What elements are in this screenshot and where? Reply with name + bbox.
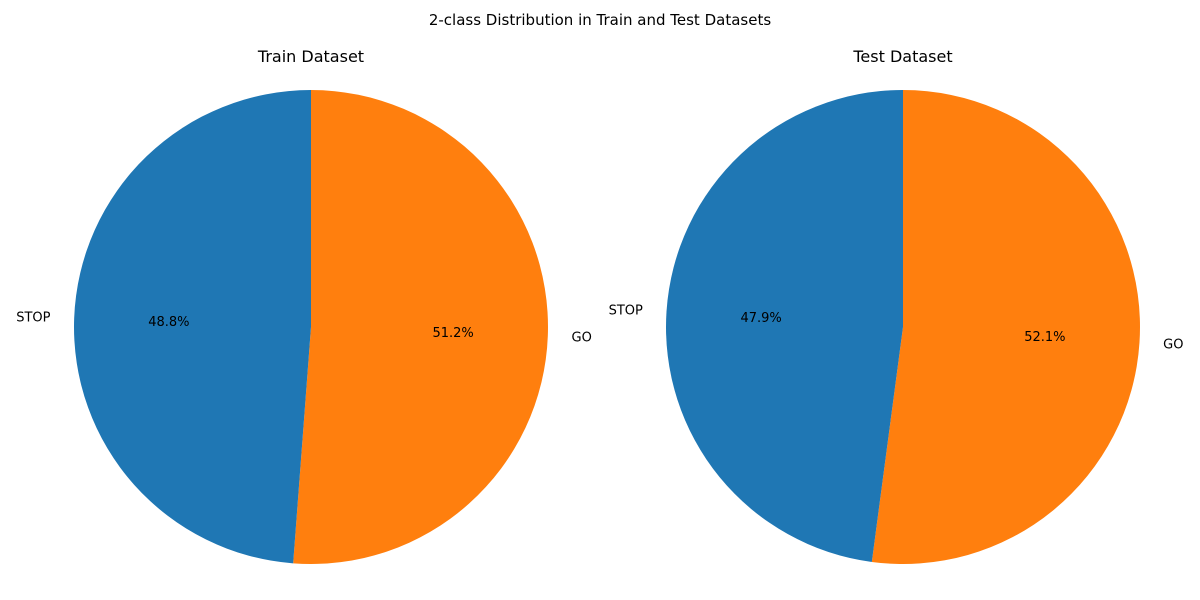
- pie-category-label-train-go: GO: [572, 330, 592, 345]
- pie-slice-train-go: [293, 90, 548, 564]
- pie-value-label-test-stop: 47.9%: [740, 311, 781, 326]
- pie-chart-train: Train Dataset STOP 48.8% GO 51.2%: [16, 47, 592, 564]
- pie-value-label-train-go: 51.2%: [432, 326, 473, 341]
- pie-title-test: Test Dataset: [852, 47, 952, 66]
- pie-slice-test-go: [871, 90, 1141, 565]
- pie-chart-test: Test Dataset STOP 47.9% GO 52.1%: [609, 47, 1183, 565]
- pie-category-label-test-go: GO: [1163, 338, 1183, 353]
- pie-slice-train-stop: [73, 90, 311, 564]
- pie-value-label-train-stop: 48.8%: [148, 315, 189, 330]
- pie-value-label-test-go: 52.1%: [1024, 330, 1065, 345]
- pie-category-label-train-stop: STOP: [16, 311, 50, 326]
- pie-category-label-test-stop: STOP: [609, 303, 643, 318]
- pie-slice-test-stop: [666, 90, 903, 562]
- figure-title: 2-class Distribution in Train and Test D…: [429, 11, 771, 29]
- pie-title-train: Train Dataset: [257, 47, 364, 66]
